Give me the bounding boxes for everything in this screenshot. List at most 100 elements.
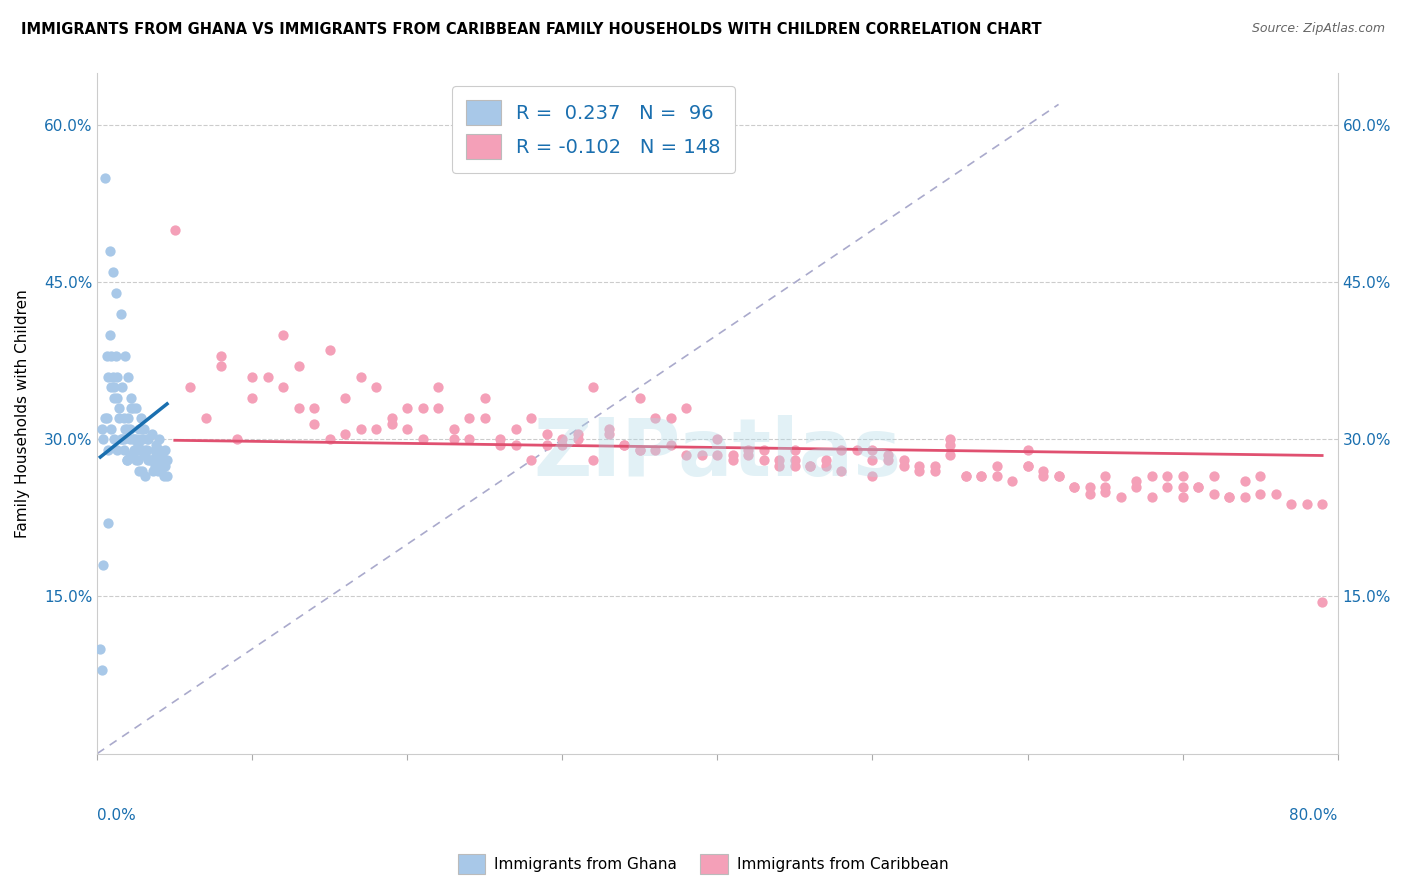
Point	[108, 411, 131, 425]
Point	[768, 458, 790, 473]
Point	[551, 433, 574, 447]
Point	[319, 433, 342, 447]
Point	[89, 641, 111, 656]
Point	[142, 453, 165, 467]
Point	[489, 438, 512, 452]
Point	[124, 442, 146, 457]
Point	[149, 464, 172, 478]
Point	[107, 442, 129, 457]
Point	[458, 411, 481, 425]
Point	[1156, 479, 1178, 493]
Point	[598, 422, 620, 436]
Point	[862, 453, 884, 467]
Point	[143, 442, 166, 457]
Point	[783, 453, 806, 467]
Point	[319, 343, 342, 358]
Point	[134, 442, 156, 457]
Point	[474, 391, 496, 405]
Point	[1140, 490, 1163, 504]
Point	[690, 448, 713, 462]
Point	[1140, 469, 1163, 483]
Text: 0.0%: 0.0%	[97, 808, 136, 823]
Point	[1094, 469, 1116, 483]
Point	[120, 391, 142, 405]
Point	[659, 411, 682, 425]
Point	[814, 458, 837, 473]
Point	[304, 417, 326, 431]
Point	[1171, 479, 1194, 493]
Point	[1218, 490, 1240, 504]
Point	[1047, 469, 1070, 483]
Point	[396, 422, 419, 436]
Point	[752, 453, 775, 467]
Point	[108, 401, 131, 415]
Point	[737, 442, 759, 457]
Point	[112, 411, 135, 425]
Point	[129, 442, 152, 457]
Point	[129, 411, 152, 425]
Point	[366, 380, 388, 394]
Point	[1310, 595, 1333, 609]
Point	[939, 438, 962, 452]
Point	[138, 433, 160, 447]
Point	[737, 448, 759, 462]
Point	[1171, 469, 1194, 483]
Point	[143, 458, 166, 473]
Point	[1295, 497, 1317, 511]
Point	[110, 433, 132, 447]
Point	[567, 433, 589, 447]
Point	[179, 380, 201, 394]
Point	[96, 411, 118, 425]
Point	[458, 433, 481, 447]
Point	[125, 453, 148, 467]
Point	[1218, 490, 1240, 504]
Point	[908, 464, 931, 478]
Point	[156, 469, 179, 483]
Point	[1187, 479, 1209, 493]
Point	[271, 327, 294, 342]
Point	[240, 391, 263, 405]
Point	[721, 453, 744, 467]
Point	[122, 433, 145, 447]
Point	[675, 448, 697, 462]
Point	[350, 369, 373, 384]
Point	[93, 433, 115, 447]
Point	[862, 442, 884, 457]
Point	[1264, 487, 1286, 501]
Point	[1233, 475, 1256, 489]
Y-axis label: Family Households with Children: Family Households with Children	[15, 289, 30, 538]
Point	[134, 448, 156, 462]
Point	[1171, 490, 1194, 504]
Point	[1017, 458, 1039, 473]
Point	[350, 422, 373, 436]
Point	[98, 244, 121, 258]
Point	[986, 458, 1008, 473]
Point	[1125, 479, 1147, 493]
Point	[1032, 469, 1054, 483]
Point	[908, 458, 931, 473]
Point	[366, 422, 388, 436]
Point	[1063, 479, 1085, 493]
Point	[115, 453, 138, 467]
Point	[127, 453, 149, 467]
Point	[628, 442, 651, 457]
Point	[1017, 442, 1039, 457]
Point	[970, 469, 993, 483]
Text: ZIPatlas: ZIPatlas	[533, 415, 901, 493]
Point	[1063, 479, 1085, 493]
Point	[117, 369, 139, 384]
Point	[1249, 487, 1271, 501]
Point	[1249, 469, 1271, 483]
Legend: Immigrants from Ghana, Immigrants from Caribbean: Immigrants from Ghana, Immigrants from C…	[451, 848, 955, 880]
Point	[582, 380, 605, 394]
Point	[155, 442, 177, 457]
Point	[156, 453, 179, 467]
Point	[128, 464, 150, 478]
Point	[335, 391, 357, 405]
Point	[100, 380, 122, 394]
Point	[125, 433, 148, 447]
Point	[138, 453, 160, 467]
Point	[443, 433, 465, 447]
Point	[1187, 479, 1209, 493]
Point	[551, 438, 574, 452]
